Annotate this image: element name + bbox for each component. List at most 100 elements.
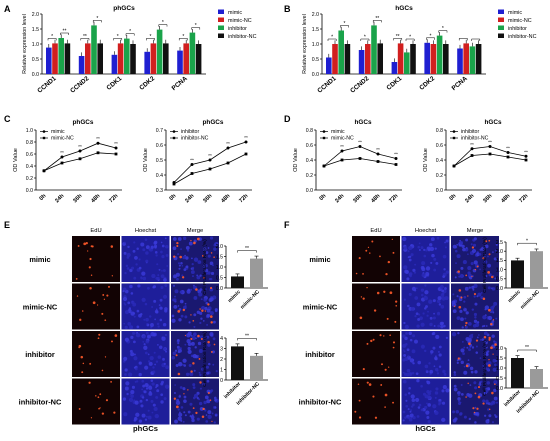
edu-dot: [101, 312, 104, 315]
nucleus-dot: [461, 340, 464, 343]
legend-label-mimic: mimic: [228, 10, 242, 16]
legend-label-inhibitor-NC: inhibitor-NC: [181, 136, 209, 142]
nucleus-dot: [192, 396, 196, 400]
nucleus-dot: [476, 321, 480, 324]
edu-dot: [380, 384, 383, 386]
y-axis-label: OD Value: [143, 148, 149, 172]
edu-dot: [389, 334, 391, 337]
data-point-mimic-NC: [60, 161, 64, 165]
nucleus-dot: [410, 306, 415, 312]
nucleus-dot: [428, 362, 431, 365]
edu-dot: [110, 245, 114, 248]
nucleus-dot: [456, 243, 459, 246]
nucleus-dot: [150, 399, 154, 403]
x-tick-label-0h: 0h: [169, 193, 178, 202]
nucleus-dot: [172, 284, 176, 287]
nucleus-dot: [425, 369, 428, 372]
legend-marker-mimic-NC: [42, 136, 46, 140]
nucleus-dot: [456, 316, 461, 320]
edu-dot: [96, 304, 99, 306]
bar-inhibitor-NC-cdk1: [130, 44, 136, 74]
nucleus-dot: [159, 306, 163, 310]
nucleus-dot: [123, 322, 126, 325]
nucleus-dot: [147, 409, 150, 412]
nucleus-dot: [494, 363, 497, 367]
nucleus-dot: [130, 352, 135, 357]
nucleus-dot: [140, 276, 143, 279]
nucleus-dot: [404, 336, 408, 341]
nucleus-dot: [414, 296, 419, 300]
edu-dot: [476, 265, 479, 268]
nucleus-dot: [190, 341, 195, 346]
nucleus-dot: [198, 371, 201, 374]
nucleus-dot: [429, 243, 433, 247]
nucleus-dot: [479, 268, 481, 271]
sig-label: **: [375, 16, 379, 22]
nucleus-dot: [473, 260, 478, 265]
edu-dot: [458, 305, 462, 309]
nucleus-dot: [160, 382, 164, 386]
line-chart-d2-ytick-label: 0.8: [436, 128, 443, 134]
data-point-inhibitor-NC: [172, 182, 176, 186]
nucleus-dot: [451, 302, 457, 308]
nucleus-dot: [415, 397, 420, 403]
data-point-mimic: [376, 152, 380, 156]
nucleus-dot: [182, 358, 187, 363]
nucleus-dot: [439, 321, 444, 326]
sig-bracket: [438, 30, 448, 33]
nucleus-dot: [212, 363, 215, 366]
edu-dot: [383, 290, 386, 293]
nucleus-dot: [196, 391, 200, 395]
nucleus-dot: [454, 249, 458, 253]
nucleus-dot: [214, 414, 218, 417]
nucleus-dot: [130, 390, 135, 395]
nucleus-dot: [143, 345, 148, 350]
line-chart-c2-ytick-label: 0.7: [156, 128, 163, 134]
nucleus-dot: [210, 389, 214, 393]
nucleus-dot: [456, 295, 459, 298]
sig-label: *: [409, 35, 411, 41]
nucleus-dot: [434, 410, 439, 416]
edu-dot: [213, 256, 215, 258]
nucleus-dot: [150, 322, 154, 327]
data-point-mimic-NC: [322, 164, 326, 168]
nucleus-dot: [157, 274, 160, 277]
sig-label: *: [364, 35, 366, 41]
nucleus-dot: [493, 257, 497, 261]
sig-label: **: [245, 334, 249, 340]
nucleus-dot: [199, 407, 204, 411]
proliferation-chart-f2-ytick-label: 0.0: [496, 386, 503, 392]
line-chart-c1-ytick-label: 0.8: [26, 140, 33, 146]
nucleus-dot: [427, 420, 431, 424]
edu-dot: [213, 343, 216, 346]
sig-label: *: [182, 34, 184, 40]
nucleus-dot: [417, 360, 422, 365]
nucleus-dot: [145, 251, 149, 255]
nucleus-dot: [459, 309, 463, 313]
legend-label-mimic-NC: mimic-NC: [508, 18, 532, 24]
nucleus-dot: [178, 395, 181, 398]
proliferation-chart-e2-ytick-label: 0: [220, 378, 223, 384]
nucleus-dot: [492, 367, 497, 372]
nucleus-dot: [204, 268, 209, 273]
edu-dot: [471, 246, 475, 249]
edu-dot: [468, 342, 471, 346]
micrograph-merge-inhibitor: [451, 331, 499, 377]
edu-dot: [379, 255, 381, 258]
nucleus-dot: [209, 236, 214, 240]
nucleus-dot: [430, 237, 435, 242]
nucleus-dot: [427, 395, 431, 400]
edu-dot: [175, 405, 179, 409]
nucleus-dot: [193, 325, 196, 328]
edu-dot: [482, 257, 485, 260]
nucleus-dot: [402, 410, 406, 414]
micrograph-merge-mimic: [451, 236, 499, 282]
sig-bracket: [372, 20, 382, 23]
x-tick-label-24h: 24h: [54, 193, 65, 204]
nucleus-dot: [481, 338, 485, 341]
nucleus-dot: [482, 365, 485, 368]
nucleus-dot: [199, 274, 202, 277]
nucleus-dot: [138, 419, 143, 423]
sig-label: **: [83, 34, 87, 40]
nucleus-dot: [416, 379, 420, 383]
